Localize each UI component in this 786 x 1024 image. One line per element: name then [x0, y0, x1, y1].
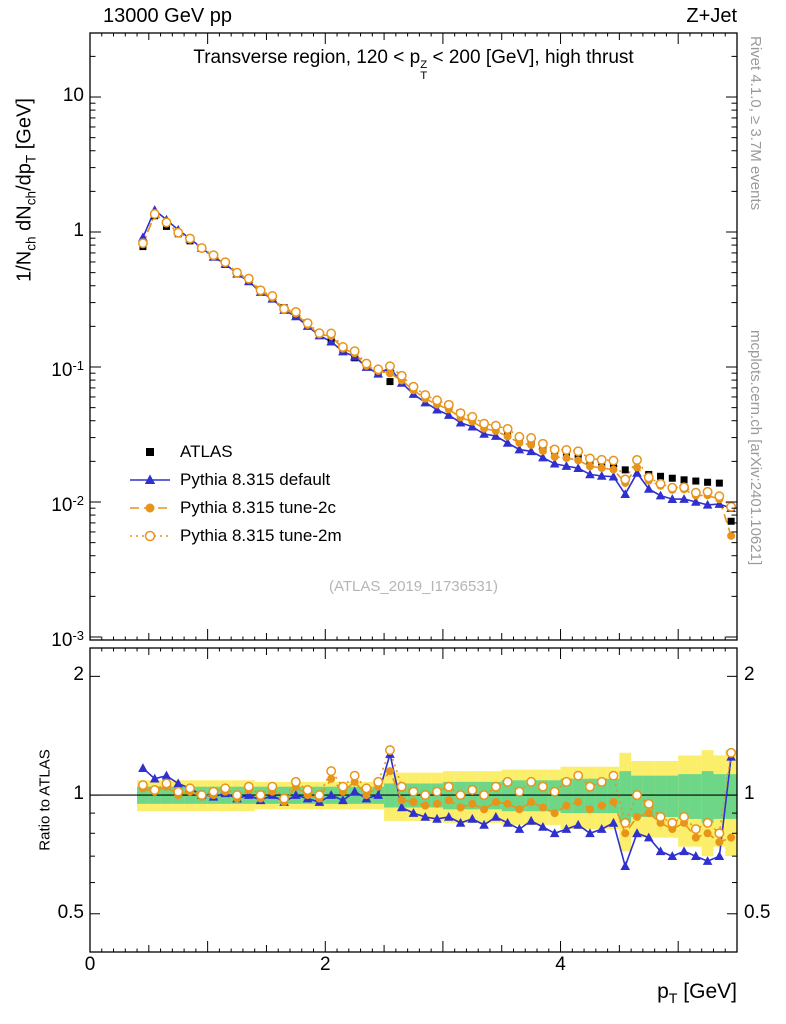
legend-item-pythia-tune-2m: Pythia 8.315 tune-2m [128, 522, 342, 550]
mcplots-reference-note: mcplots.cern.ch [arXiv:2401.10621] [747, 330, 764, 566]
analysis-id-watermark: (ATLAS_2019_I1736531) [328, 578, 498, 595]
process-label: Z+Jet [686, 5, 737, 27]
axis-tick-label: 1 [744, 783, 755, 805]
legend-item-pythia-default: Pythia 8.315 default [128, 466, 342, 494]
legend: ATLAS Pythia 8.315 default Pythia 8.315 … [128, 438, 342, 550]
axis-ticks [89, 33, 738, 952]
axis-tick-label: 2 [744, 664, 755, 686]
filled-circle-dashed-line-marker-icon [128, 498, 172, 518]
spectrum-series [137, 205, 737, 540]
axis-tick-label: 10 [62, 85, 84, 107]
ratio-series [137, 745, 737, 871]
ratio-markers-circle-open [137, 745, 737, 839]
legend-item-pythia-tune-2c: Pythia 8.315 tune-2c [128, 494, 342, 522]
legend-label: Pythia 8.315 tune-2c [180, 498, 336, 517]
axis-tick-label: 10-2 [51, 492, 84, 516]
axis-tick-label: 10-1 [51, 358, 84, 381]
legend-label: ATLAS [180, 442, 233, 461]
main-panel-frame [89, 32, 738, 641]
triangle-glyph [130, 474, 170, 484]
axis-tick-label: 10-3 [51, 627, 84, 651]
markers-circle-open [137, 209, 737, 512]
legend-label: Pythia 8.315 tune-2m [180, 526, 342, 545]
axis-tick-label: 1 [73, 783, 84, 805]
triangle-line-marker-icon [128, 470, 172, 490]
y-axis-label: 1/Nch dNch/dpT [GeV] [13, 98, 39, 282]
axis-tick-label: 2 [319, 954, 331, 975]
axis-tick-label: 4 [555, 954, 566, 975]
square-glyph [146, 448, 154, 456]
axis-tick-label: 2 [73, 664, 84, 686]
legend-label: Pythia 8.315 default [180, 470, 331, 489]
legend-item-atlas: ATLAS [128, 438, 342, 466]
axis-tick-label: 0.5 [57, 901, 84, 923]
axis-tick-label: 1 [73, 220, 84, 241]
axis-tick-label: 0 [84, 954, 96, 975]
circle-glyph [130, 503, 170, 513]
atlas-square-marker-icon [128, 442, 172, 462]
x-axis-label: pT [GeV] [657, 980, 737, 1008]
rivet-version-note: Rivet 4.1.0, ≥ 3.7M events [747, 36, 764, 211]
beam-energy-label: 13000 GeV pp [103, 5, 232, 27]
axis-tick-label: 0.5 [744, 901, 771, 923]
open-circle-dotted-line-marker-icon [128, 526, 172, 546]
circle-open-glyph [130, 530, 170, 542]
ratio-panel-frame [89, 647, 738, 953]
